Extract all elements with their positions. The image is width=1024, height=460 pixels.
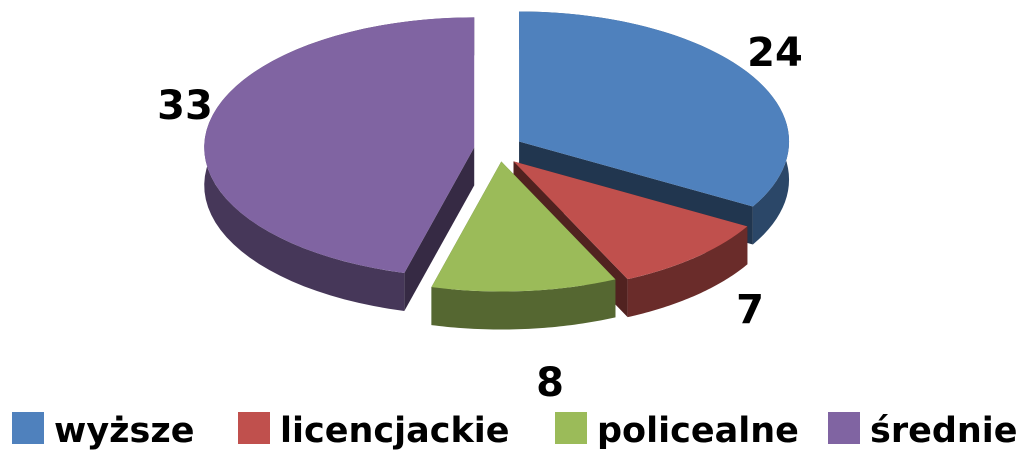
legend-swatch-policealne (555, 412, 587, 444)
data-label-policealne: 8 (536, 360, 564, 406)
legend-swatch-licencjackie (238, 412, 270, 444)
slice-side-srednie-0 (404, 147, 475, 311)
legend-label-wyzsze: wyższe (54, 411, 194, 451)
legend-swatch-wyzsze (12, 412, 44, 444)
data-label-licencjackie: 7 (736, 287, 764, 333)
slice-wall-policealne (431, 279, 616, 330)
legend: wyższe licencjackie policealne średnie (12, 411, 1018, 451)
slice-wall-licencjackie (627, 226, 748, 318)
legend-swatch-srednie (828, 412, 860, 444)
slice-policealne (431, 161, 616, 292)
legend-label-licencjackie: licencjackie (280, 411, 510, 451)
legend-label-policealne: policealne (597, 411, 799, 451)
slice-srednie (204, 17, 475, 273)
slice-licencjackie (513, 161, 748, 280)
pie-top-layer (204, 11, 790, 292)
legend-label-srednie: średnie (870, 411, 1018, 451)
data-label-srednie: 33 (157, 83, 213, 129)
data-label-wyzsze: 24 (747, 30, 803, 76)
slice-wyzsze (519, 11, 790, 207)
data-labels: 24 7 8 33 (157, 30, 803, 406)
